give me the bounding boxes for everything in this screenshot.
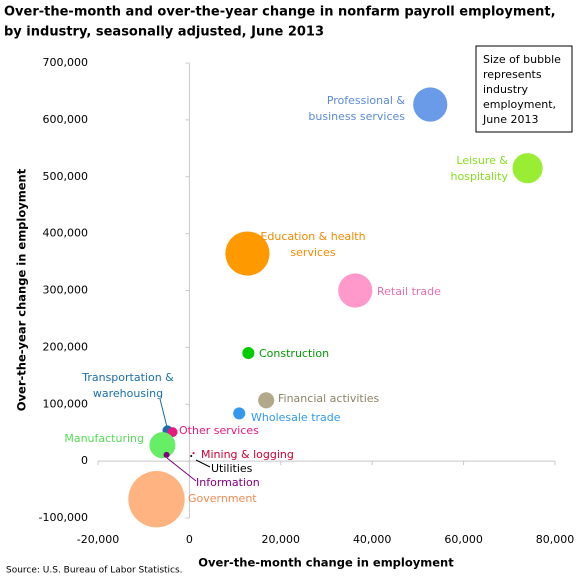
leader-line bbox=[195, 459, 211, 468]
bubble bbox=[233, 407, 246, 420]
x-tick-label: 40,000 bbox=[353, 533, 392, 546]
x-tick-label: 20,000 bbox=[262, 533, 301, 546]
bubble-label: Government bbox=[188, 492, 257, 505]
bubble bbox=[413, 87, 448, 122]
bubble bbox=[512, 153, 543, 184]
y-tick-label: 700,000 bbox=[43, 56, 89, 69]
bubble bbox=[163, 451, 170, 458]
bubble-label: Wholesale trade bbox=[251, 411, 341, 424]
bubble bbox=[149, 432, 176, 459]
annotation-box bbox=[475, 45, 573, 133]
annotation: employment, bbox=[483, 98, 556, 111]
y-axis-title: Over-the-year change in employment bbox=[15, 168, 29, 411]
x-tick-label: 80,000 bbox=[536, 533, 575, 546]
y-tick-label: 400,000 bbox=[43, 227, 89, 240]
source: Source: U.S. Bureau of Labor Statistics. bbox=[6, 566, 183, 576]
annotation: June 2013 bbox=[482, 113, 538, 126]
bubble bbox=[258, 392, 275, 409]
bubble-label: warehousing bbox=[93, 387, 163, 400]
y-tick-label: 600,000 bbox=[43, 113, 89, 126]
x-axis-title: Over-the-month change in employment bbox=[198, 556, 454, 570]
bubble-label: Information bbox=[196, 476, 260, 489]
bubble bbox=[242, 347, 255, 360]
annotation: Size of bubble bbox=[483, 53, 561, 66]
bubble-label: Mining & logging bbox=[201, 448, 294, 461]
x-tick-label: -20,000 bbox=[77, 533, 119, 546]
annotation: industry bbox=[483, 83, 529, 96]
bubble-label: Other services bbox=[179, 424, 259, 437]
chart-title: Over-the-month and over-the-year change … bbox=[4, 5, 556, 20]
bubble-label: Transportation & bbox=[81, 371, 174, 384]
y-tick-label: 300,000 bbox=[43, 284, 89, 297]
bubble-label: Leisure & bbox=[456, 154, 508, 167]
leader-line bbox=[159, 398, 168, 428]
y-tick-label: 500,000 bbox=[43, 170, 89, 183]
bubble-label: Utilities bbox=[211, 462, 253, 475]
y-tick-label: 0 bbox=[81, 454, 88, 467]
bubble bbox=[190, 454, 193, 458]
bubble-label: Retail trade bbox=[377, 285, 441, 298]
bubble-label: Construction bbox=[259, 347, 329, 360]
bubble-label: Professional & bbox=[327, 94, 406, 107]
bubble-label: Education & health bbox=[260, 230, 365, 243]
bubble-label: services bbox=[290, 246, 335, 259]
bubble bbox=[338, 273, 373, 308]
x-tick-label: 60,000 bbox=[444, 533, 483, 546]
bubble-label: Manufacturing bbox=[64, 432, 144, 445]
bubble-label: hospitality bbox=[451, 170, 509, 183]
bubble bbox=[225, 231, 270, 276]
bubble bbox=[128, 471, 185, 528]
leader-line bbox=[166, 457, 197, 482]
chart-title: by industry, seasonally adjusted, June 2… bbox=[4, 25, 324, 40]
annotation: represents bbox=[483, 68, 542, 81]
y-tick-label: -100,000 bbox=[39, 511, 88, 524]
y-tick-label: 200,000 bbox=[43, 340, 89, 353]
x-tick-label: 0 bbox=[186, 533, 193, 546]
bubble-label: Financial activities bbox=[278, 392, 380, 405]
bubble bbox=[192, 452, 195, 455]
y-tick-label: 100,000 bbox=[43, 397, 89, 410]
bubble-label: business services bbox=[308, 110, 405, 123]
